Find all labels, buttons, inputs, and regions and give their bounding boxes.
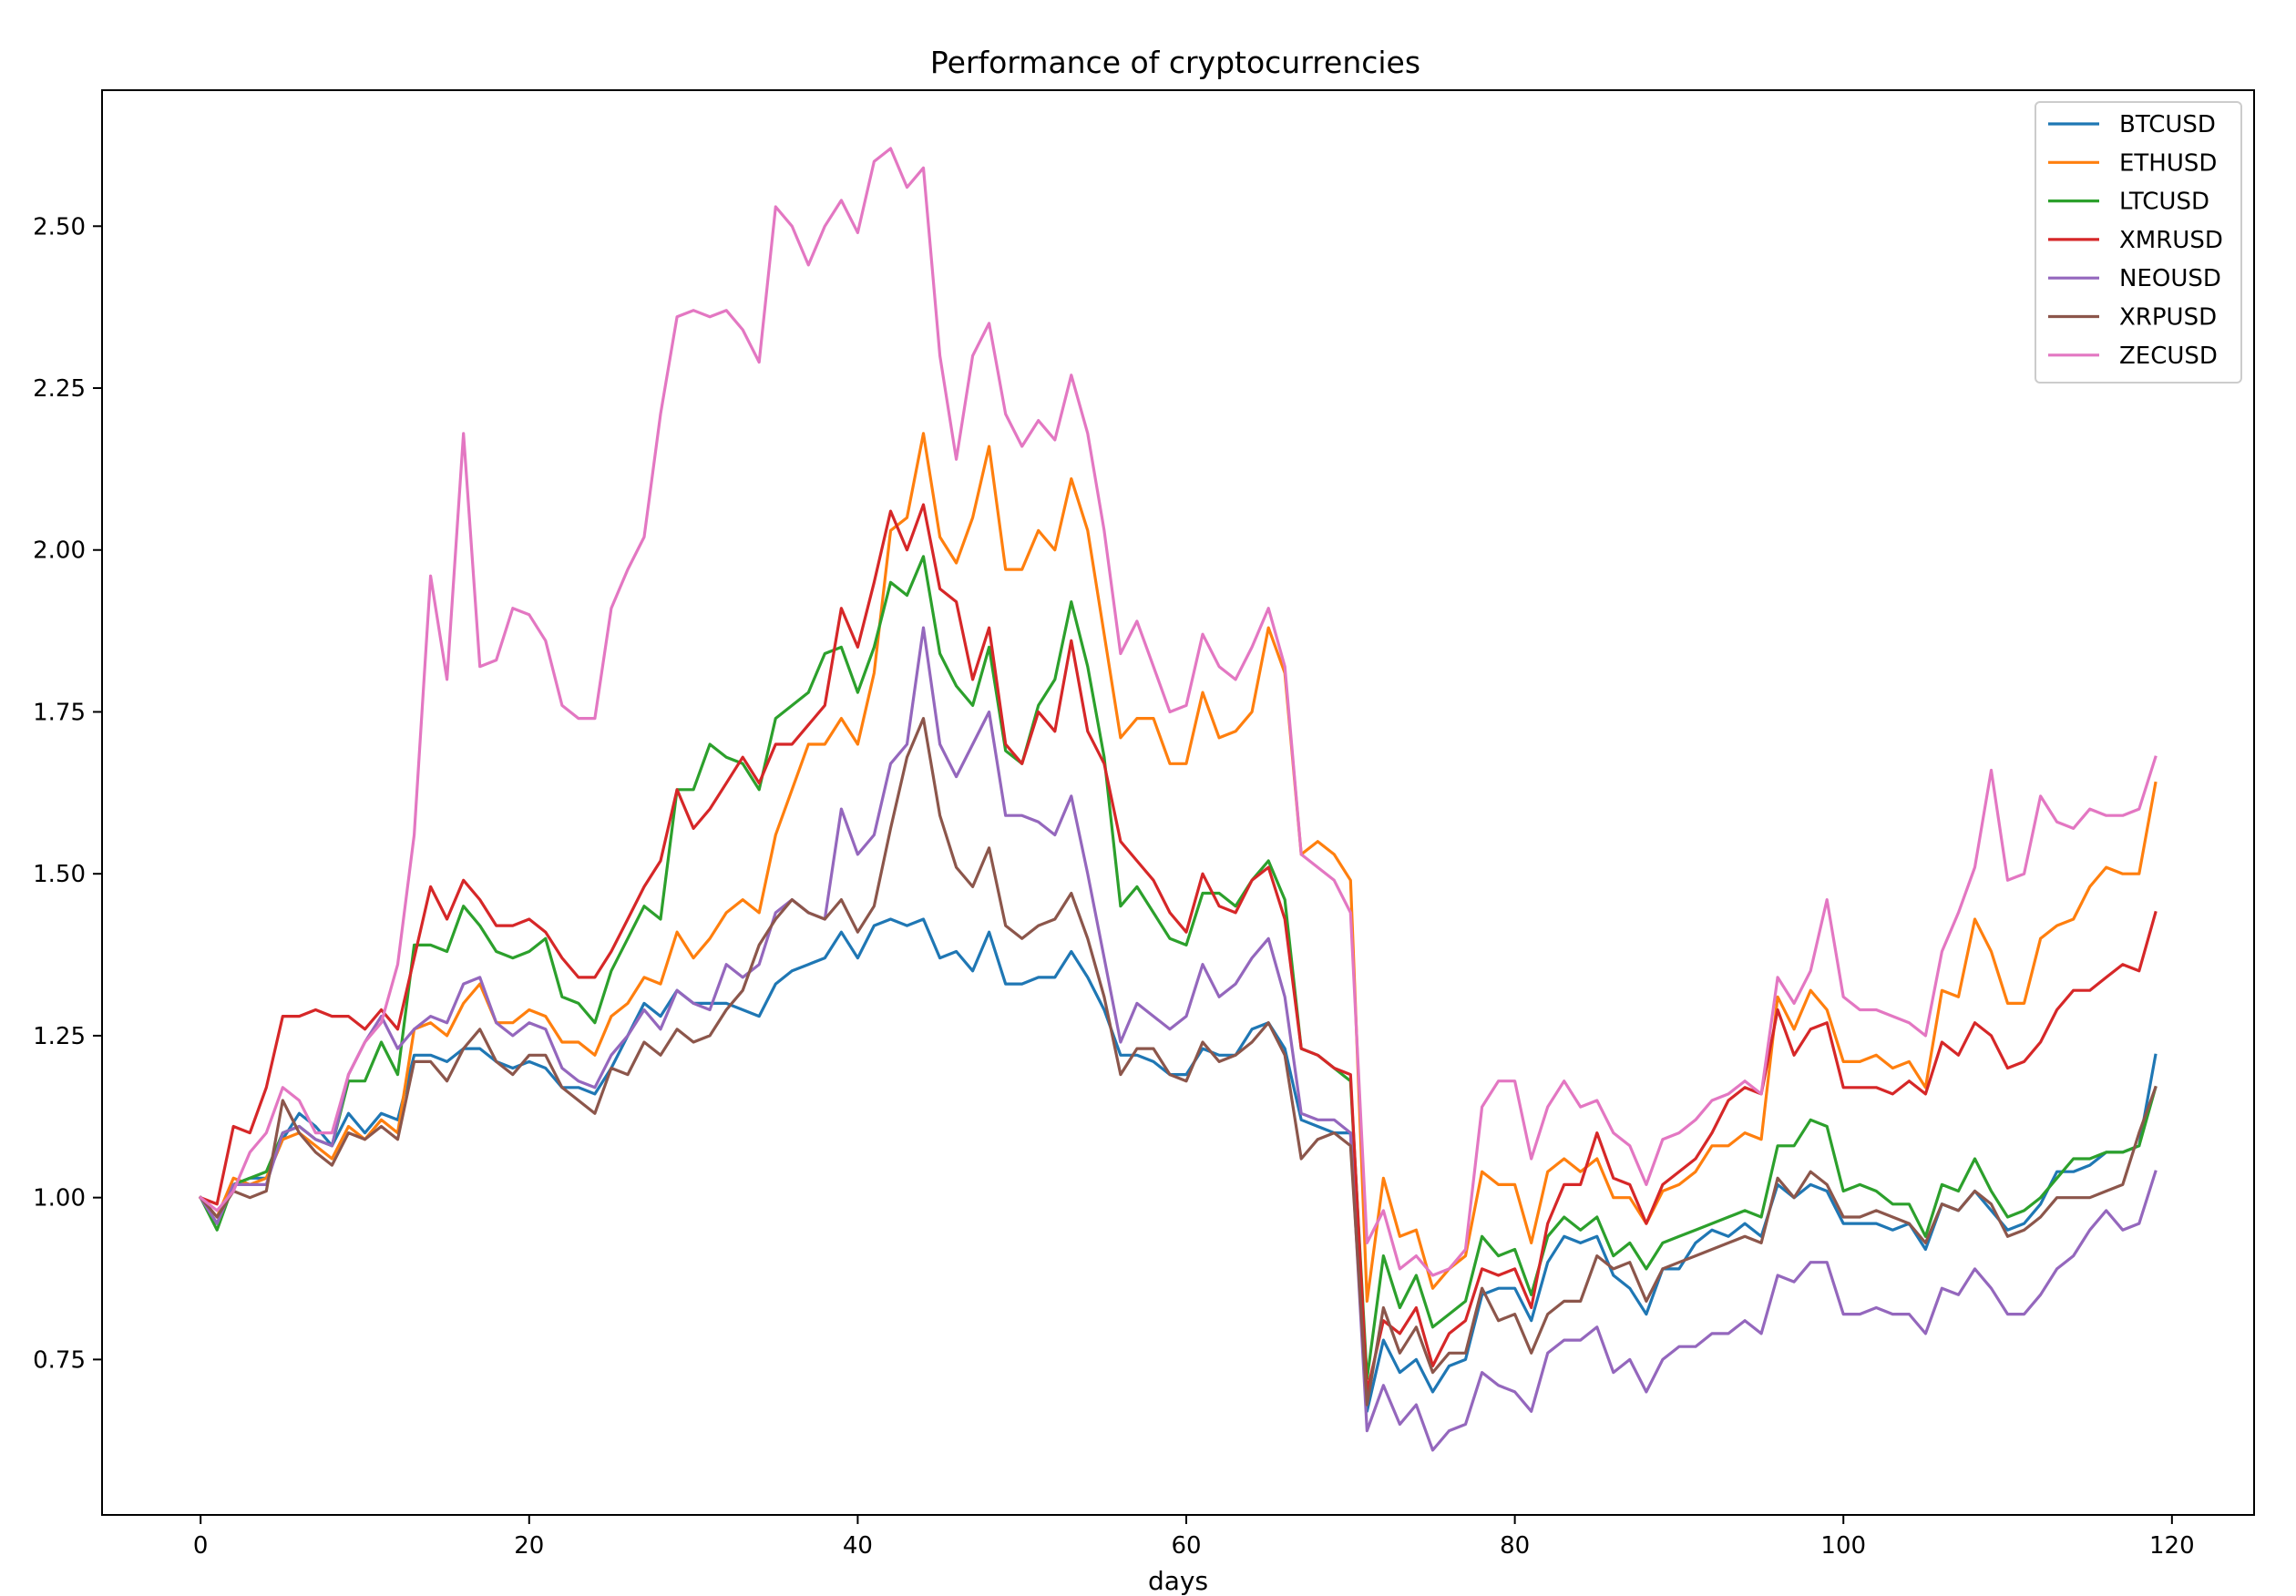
y-tick-label: 2.50 bbox=[33, 213, 86, 240]
legend-label-xmrusd: XMRUSD bbox=[2119, 227, 2223, 254]
legend: BTCUSD ETHUSD LTCUSD XMRUSD NEOUSD XRPUSD ZECU… bbox=[2035, 101, 2242, 384]
x-tick-label: 80 bbox=[1500, 1532, 1530, 1560]
x-axis: 0 20 40 60 80 100 120 bbox=[193, 1515, 2195, 1560]
x-tick-label: 120 bbox=[2149, 1532, 2195, 1560]
x-axis-label: days bbox=[1148, 1566, 1208, 1596]
legend-label-ltcusd: LTCUSD bbox=[2119, 189, 2209, 216]
legend-label-zecusd: ZECUSD bbox=[2119, 343, 2218, 370]
y-tick-label: 2.00 bbox=[33, 537, 86, 565]
y-tick-label: 1.50 bbox=[33, 861, 86, 888]
legend-label-xrpusd: XRPUSD bbox=[2119, 304, 2217, 332]
series-layer bbox=[198, 147, 2158, 1452]
legend-label-ethusd: ETHUSD bbox=[2119, 149, 2217, 177]
chart-title: Performance of cryptocurrencies bbox=[930, 45, 1420, 80]
y-tick-label: 1.25 bbox=[33, 1023, 86, 1050]
legend-label-neousd: NEOUSD bbox=[2119, 265, 2221, 292]
y-tick-label: 2.25 bbox=[33, 375, 86, 403]
series-line-ethusd bbox=[198, 432, 2158, 1304]
series-line-zecusd bbox=[198, 147, 2158, 1277]
y-tick-label: 0.75 bbox=[33, 1346, 86, 1374]
axes-frame bbox=[101, 89, 2255, 1516]
series-line-btcusd bbox=[198, 917, 2158, 1413]
x-tick-label: 60 bbox=[1171, 1532, 1201, 1560]
x-tick-label: 0 bbox=[193, 1532, 209, 1560]
legend-box bbox=[2035, 101, 2242, 384]
series-line-xrpusd bbox=[198, 716, 2158, 1407]
x-tick-label: 100 bbox=[1820, 1532, 1866, 1560]
x-tick-label: 20 bbox=[514, 1532, 544, 1560]
y-axis: 0.75 1.00 1.25 1.50 1.75 2.00 2.25 2.50 bbox=[33, 213, 102, 1374]
series-line-ltcusd bbox=[199, 555, 2158, 1381]
y-tick-label: 1.75 bbox=[33, 699, 86, 726]
y-tick-label: 1.00 bbox=[33, 1185, 86, 1212]
x-tick-label: 40 bbox=[843, 1532, 873, 1560]
series-line-neousd bbox=[198, 626, 2158, 1452]
series-line-xmrusd bbox=[199, 503, 2158, 1394]
legend-label-btcusd: BTCUSD bbox=[2119, 111, 2216, 138]
